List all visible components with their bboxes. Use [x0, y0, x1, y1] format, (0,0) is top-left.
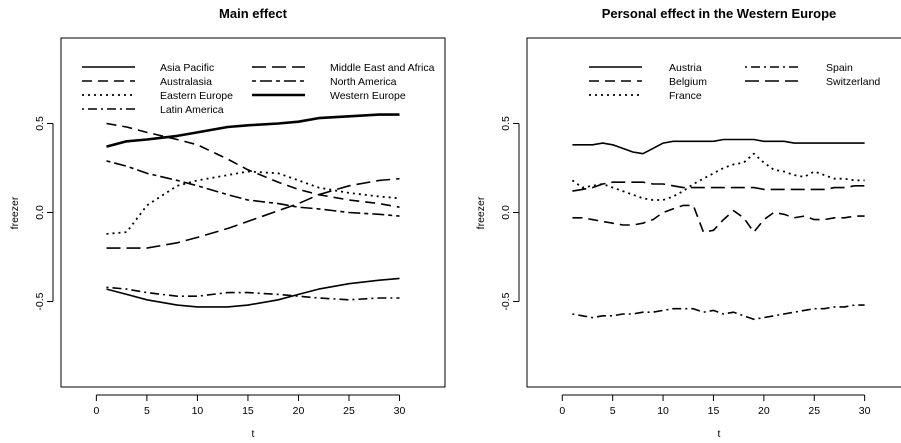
y-axis-label: freezer [9, 196, 21, 229]
series-line-north-america [106, 160, 400, 217]
x-tick-label: 15 [242, 405, 254, 417]
legend-label: France [669, 90, 702, 102]
x-tick-label: 5 [610, 405, 616, 417]
x-axis-label: t [252, 428, 255, 440]
legend: Asia Pacific Australasia Eastern Europe Lat… [82, 62, 435, 116]
x-tick-label: 0 [559, 405, 565, 417]
series-line-switzerland [572, 181, 865, 192]
legend-label: Belgium [669, 76, 707, 88]
x-tick-label: 0 [93, 405, 99, 417]
y-tick-label: -0.5 [34, 292, 46, 310]
series-line-asia-pacific [106, 277, 400, 308]
series-line-western-europe [106, 113, 400, 148]
legend-item: Austria [589, 62, 702, 74]
legend-item: Belgium [589, 76, 707, 88]
x-axis: 0 5 10 15 20 25 30 [559, 394, 871, 417]
series-group [106, 113, 400, 308]
legend-item: Eastern Europe [82, 90, 233, 102]
y-axis-label: freezer [475, 196, 487, 229]
legend-item: Australasia [82, 76, 212, 88]
x-tick-label: 20 [293, 405, 305, 417]
legend-item: Asia Pacific [82, 62, 214, 74]
legend-item: Middle East and Africa [252, 62, 435, 74]
y-tick-label: -0.5 [500, 292, 512, 310]
x-axis: 0 5 10 15 20 25 30 [93, 394, 406, 417]
legend-label: Switzerland [826, 76, 880, 88]
plot-area [526, 37, 901, 388]
x-tick-label: 25 [808, 405, 820, 417]
x-tick-label: 25 [343, 405, 355, 417]
series-line-middle-east-and-africa [106, 177, 400, 249]
legend-label: Middle East and Africa [330, 62, 435, 74]
personal-effect-panel: Personal effect in the Western Europe t … [475, 6, 901, 440]
legend-label: Latin America [160, 104, 224, 116]
series-line-spain [572, 304, 865, 321]
legend-item: France [589, 90, 702, 102]
y-tick-label: 0.5 [500, 116, 512, 131]
series-line-austria [572, 138, 865, 155]
legend-item: North America [252, 76, 397, 88]
legend-item: Switzerland [745, 76, 880, 88]
legend-label: Austria [669, 62, 702, 74]
legend-label: Eastern Europe [160, 90, 233, 102]
x-tick-label: 30 [859, 405, 871, 417]
x-axis-label: t [718, 428, 721, 440]
chart-title: Personal effect in the Western Europe [602, 6, 837, 21]
x-tick-label: 10 [657, 405, 669, 417]
series-line-australasia [106, 122, 400, 208]
legend-label: Australasia [160, 76, 212, 88]
y-axis: -0.5 0.0 0.5 [500, 116, 520, 311]
legend-item: Spain [745, 62, 853, 74]
chart-title: Main effect [219, 6, 288, 21]
main-effect-panel: Main effect t freezer 0 5 10 15 20 25 30 -0.5 0.… [9, 6, 446, 440]
legend-label: North America [330, 76, 397, 88]
legend-item: Western Europe [252, 90, 406, 102]
series-line-eastern-europe [106, 170, 400, 235]
y-tick-label: 0.0 [34, 205, 46, 220]
legend: Austria Belgium France Spain Switzerland [589, 62, 880, 102]
x-tick-label: 30 [394, 405, 406, 417]
y-tick-label: 0.0 [500, 205, 512, 220]
series-line-belgium [572, 204, 865, 233]
x-tick-label: 15 [708, 405, 720, 417]
legend-item: Latin America [82, 104, 224, 116]
series-line-latin-america [106, 286, 400, 301]
series-group [571, 138, 865, 321]
y-tick-label: 0.5 [34, 116, 46, 131]
legend-label: Spain [826, 62, 853, 74]
series-line-france [571, 152, 865, 201]
legend-label: Western Europe [330, 90, 406, 102]
y-axis: -0.5 0.0 0.5 [34, 116, 54, 311]
legend-label: Asia Pacific [160, 62, 214, 74]
plot-area [60, 37, 446, 388]
x-tick-label: 10 [192, 405, 204, 417]
x-tick-label: 20 [758, 405, 770, 417]
x-tick-label: 5 [144, 405, 150, 417]
